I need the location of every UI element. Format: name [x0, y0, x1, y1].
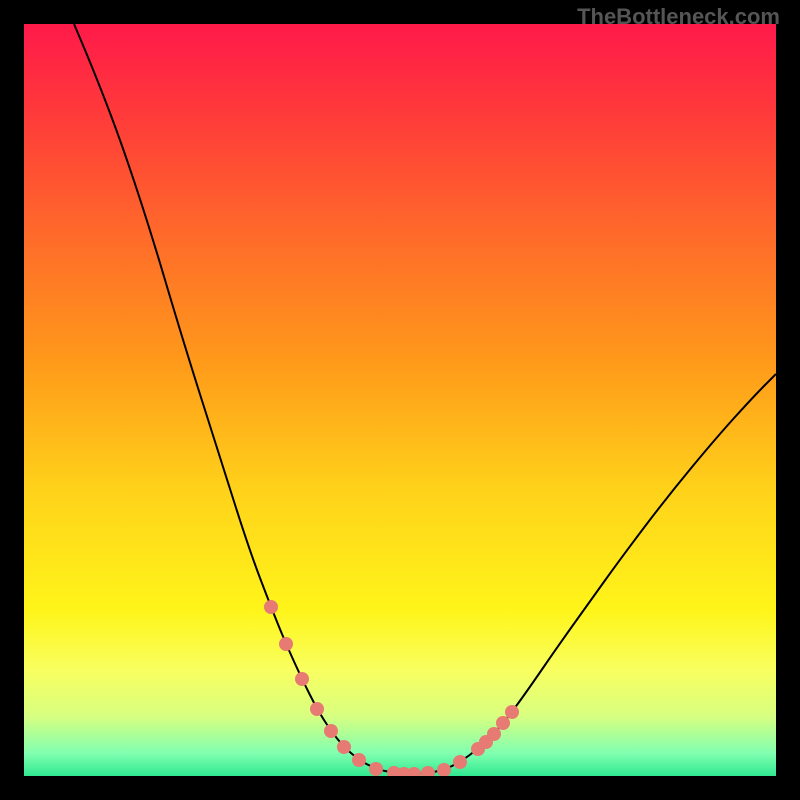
data-dot	[496, 716, 510, 730]
curve-svg	[24, 24, 776, 776]
watermark-text: TheBottleneck.com	[577, 4, 780, 30]
data-dot	[337, 740, 351, 754]
data-dot	[295, 672, 309, 686]
data-dot	[487, 727, 501, 741]
bottleneck-curve	[74, 24, 776, 774]
data-dot	[324, 724, 338, 738]
plot-area	[24, 24, 776, 776]
data-dot	[505, 705, 519, 719]
data-dot	[352, 753, 366, 767]
data-dot	[264, 600, 278, 614]
data-dot	[437, 763, 451, 776]
data-dot	[453, 755, 467, 769]
data-dots	[264, 600, 519, 776]
data-dot	[310, 702, 324, 716]
data-dot	[369, 762, 383, 776]
data-dot	[407, 767, 421, 776]
data-dot	[421, 766, 435, 776]
chart-container: TheBottleneck.com	[0, 0, 800, 800]
data-dot	[279, 637, 293, 651]
